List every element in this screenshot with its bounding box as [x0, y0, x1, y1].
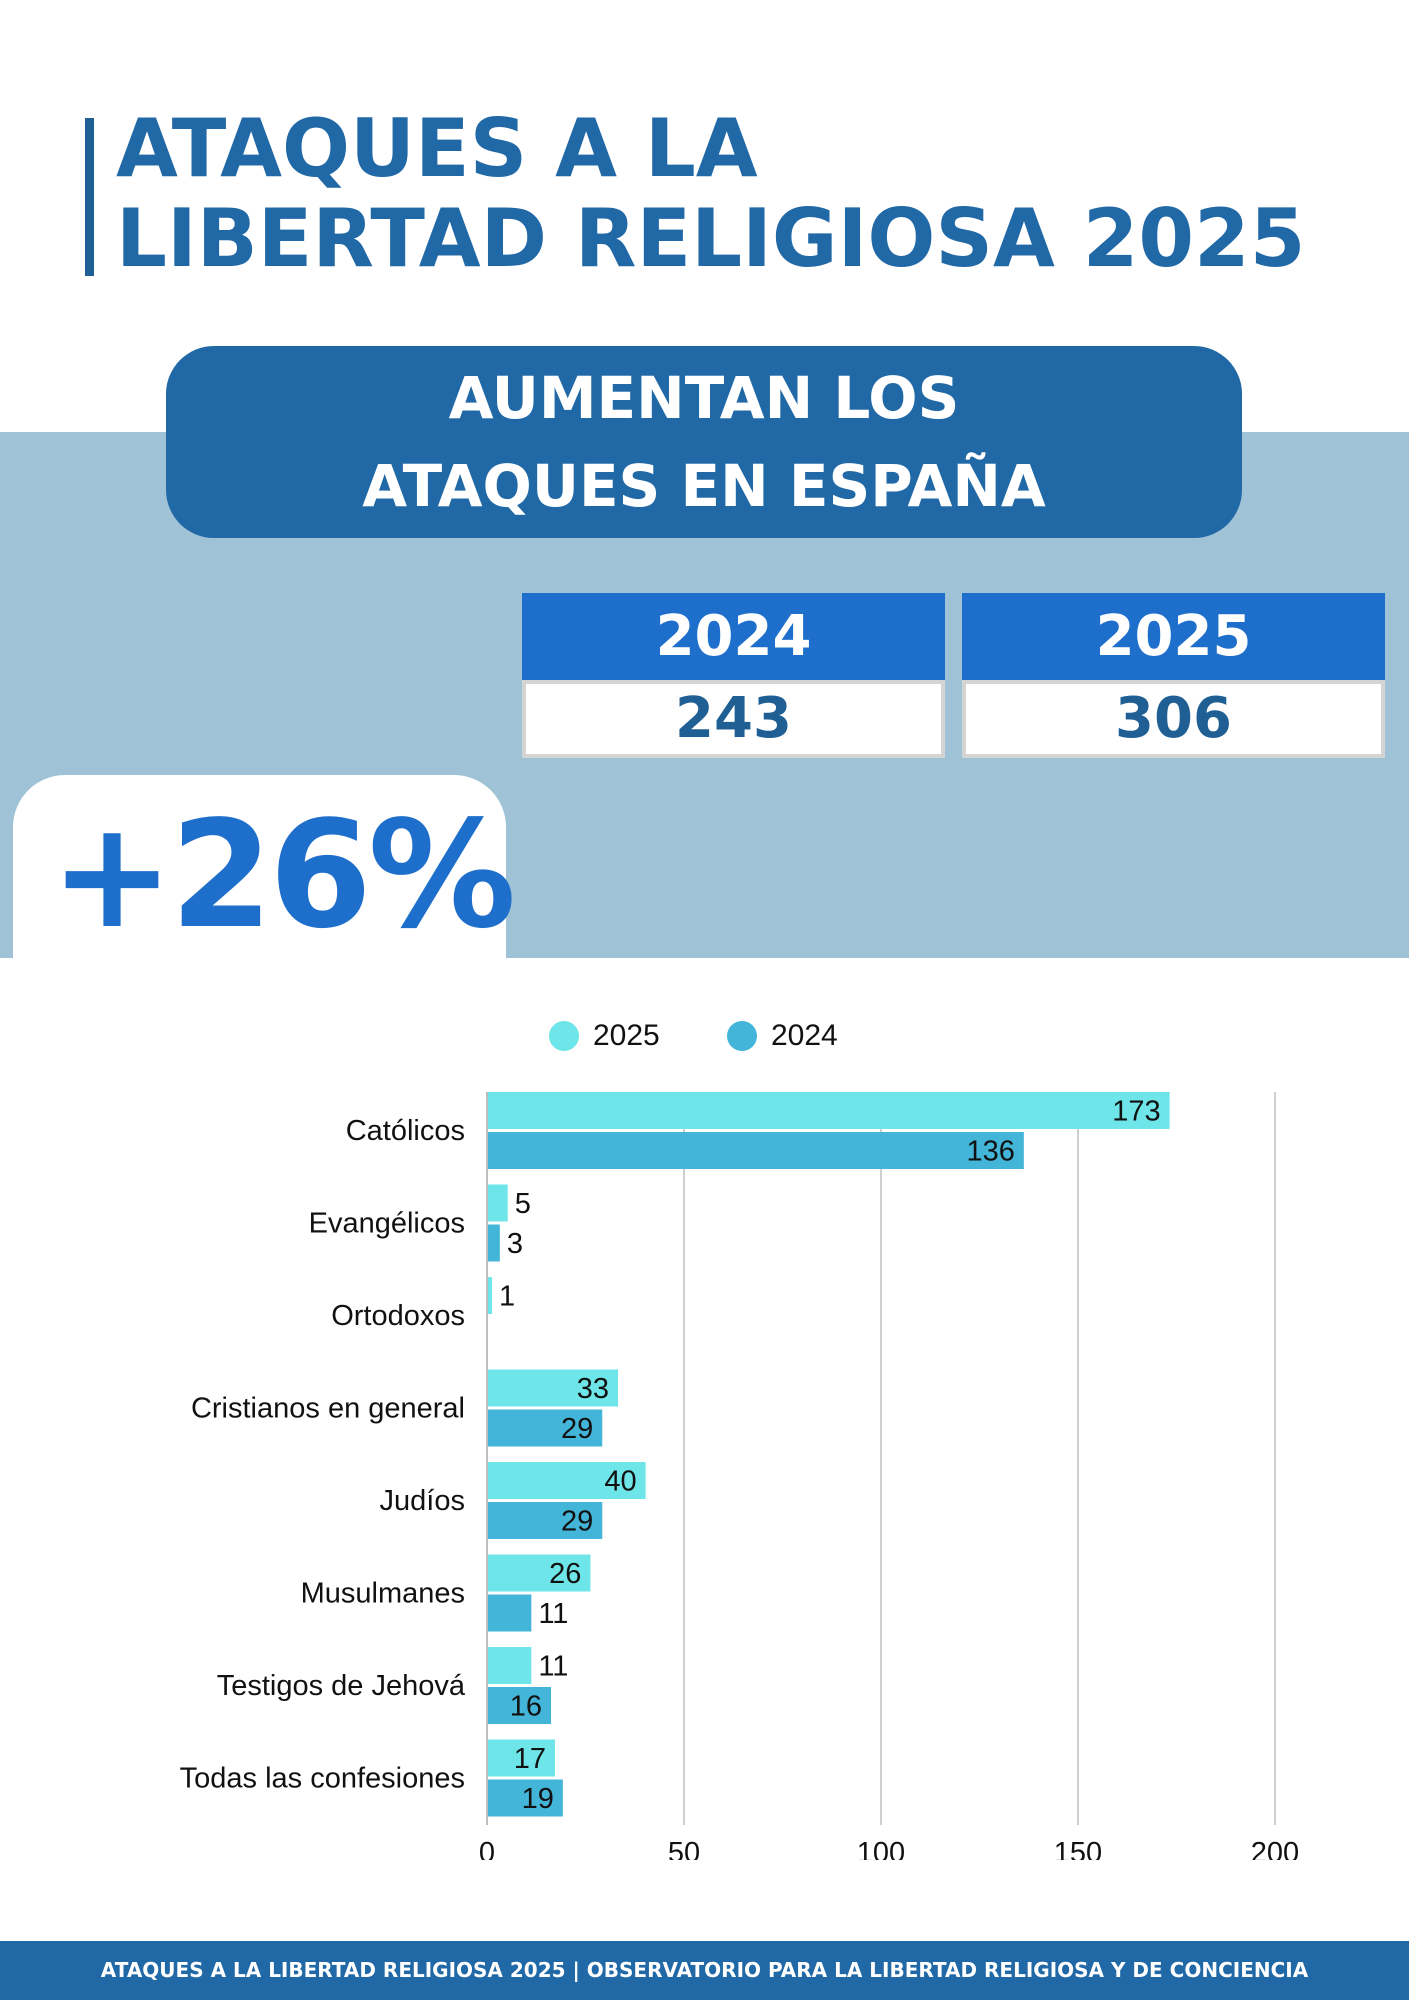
change-card [13, 775, 506, 958]
x-tick-label: 200 [1251, 1837, 1299, 1860]
data-label: 19 [522, 1783, 554, 1815]
bar-chart: 0 50 100 150 200Católicos173136Evangélicos53… [180, 1092, 1299, 1860]
banner-line-1: AUMENTAN LOS [448, 364, 960, 432]
bar-2024 [488, 1224, 500, 1262]
category-label: Ortodoxos [331, 1300, 465, 1332]
data-label: 136 [966, 1136, 1014, 1168]
category-label: Cristianos en general [191, 1393, 465, 1425]
legend-label: 2025 [593, 1019, 660, 1052]
data-label: 26 [549, 1558, 581, 1590]
data-label: 40 [604, 1466, 636, 1498]
category-label: Judíos [380, 1485, 465, 1517]
data-label: 33 [577, 1373, 609, 1405]
category-label: Católicos [346, 1115, 465, 1147]
legend-item-2025: 2025 [549, 1016, 660, 1056]
bar-2024 [488, 1132, 1024, 1169]
bar-2025 [488, 1739, 555, 1777]
banner-line-2: ATAQUES EN ESPAÑA [362, 452, 1046, 520]
data-label: 1 [499, 1281, 515, 1313]
bar-2024 [488, 1779, 563, 1817]
percent-change: +26% [50, 789, 516, 961]
bar-2024 [488, 1687, 552, 1724]
x-tick-label: 50 [668, 1837, 700, 1860]
title-line-2: LIBERTAD RELIGIOSA 2025 [116, 192, 1306, 285]
headline-banner: AUMENTAN LOS ATAQUES EN ESPAÑA [166, 346, 1242, 538]
data-label: 11 [538, 1651, 568, 1683]
year-label: 2025 [962, 593, 1385, 680]
category-label: Musulmanes [301, 1578, 465, 1610]
bar-2025 [488, 1647, 532, 1684]
year-total: 243 [522, 680, 945, 758]
category-label: Evangélicos [309, 1208, 465, 1240]
data-label: 29 [561, 1506, 593, 1538]
x-tick-label: 150 [1054, 1837, 1102, 1860]
bar-2024 [488, 1502, 603, 1539]
title-accent-bar [85, 118, 94, 276]
bar-2024 [488, 1409, 603, 1447]
bar-2025 [488, 1184, 508, 1222]
data-label: 17 [514, 1743, 546, 1775]
bar-2025 [488, 1277, 492, 1314]
data-label: 11 [538, 1598, 568, 1630]
footer: ATAQUES A LA LIBERTAD RELIGIOSA 2025 | O… [0, 1941, 1409, 2000]
x-tick-label: 100 [857, 1837, 905, 1860]
category-label: Testigos de Jehová [217, 1670, 466, 1702]
data-label: 3 [507, 1228, 523, 1260]
year-card-2024: 2024 243 [522, 593, 945, 758]
bar-2024 [488, 1594, 532, 1632]
x-tick-label: 0 [479, 1837, 495, 1860]
bar-2025 [488, 1092, 1170, 1129]
bar-2025 [488, 1369, 619, 1407]
legend-dot [549, 1021, 579, 1051]
page-title: ATAQUES A LA LIBERTAD RELIGIOSA 2025 [116, 104, 1305, 284]
data-label: 29 [561, 1413, 593, 1445]
legend-dot [727, 1021, 757, 1051]
data-label: 16 [510, 1691, 542, 1723]
year-card-2025: 2025 306 [962, 593, 1385, 758]
title-line-1: ATAQUES A LA [116, 102, 758, 195]
data-label: 173 [1112, 1096, 1160, 1128]
bar-2025 [488, 1554, 591, 1592]
category-label: Todas las confesiones [180, 1763, 465, 1795]
legend-label: 2024 [771, 1019, 838, 1052]
legend-item-2024: 2024 [727, 1016, 838, 1056]
bar-2025 [488, 1462, 646, 1499]
data-label: 5 [515, 1188, 531, 1220]
year-label: 2024 [522, 593, 945, 680]
year-total: 306 [962, 680, 1385, 758]
